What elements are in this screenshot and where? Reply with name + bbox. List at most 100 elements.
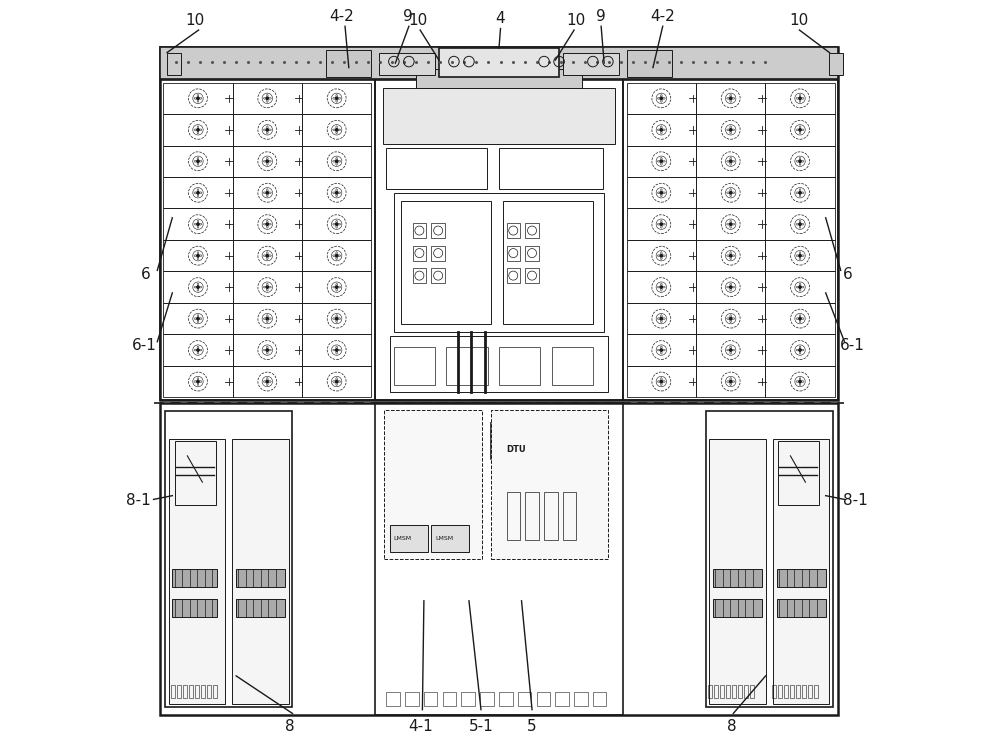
Bar — [164, 271, 233, 303]
Bar — [416, 69, 582, 88]
Ellipse shape — [799, 288, 800, 291]
Circle shape — [661, 381, 663, 383]
Ellipse shape — [799, 220, 800, 223]
Ellipse shape — [337, 161, 340, 162]
Ellipse shape — [727, 129, 730, 131]
Bar — [789, 685, 794, 698]
Ellipse shape — [799, 351, 800, 354]
Ellipse shape — [335, 283, 337, 286]
Ellipse shape — [801, 98, 804, 99]
Bar — [696, 334, 765, 366]
Ellipse shape — [799, 257, 800, 260]
Circle shape — [197, 286, 200, 288]
Circle shape — [798, 255, 801, 257]
Ellipse shape — [332, 98, 335, 99]
Ellipse shape — [335, 288, 337, 291]
Ellipse shape — [335, 383, 337, 385]
Text: 6: 6 — [141, 267, 151, 282]
Ellipse shape — [200, 192, 202, 194]
Bar — [164, 114, 233, 146]
Bar — [431, 223, 445, 238]
Circle shape — [661, 286, 663, 288]
Ellipse shape — [198, 320, 199, 323]
Bar — [765, 114, 834, 146]
Circle shape — [730, 255, 732, 257]
Ellipse shape — [263, 98, 266, 99]
Ellipse shape — [730, 315, 732, 318]
Circle shape — [266, 349, 268, 351]
Bar — [237, 569, 285, 587]
Circle shape — [266, 97, 268, 99]
Ellipse shape — [268, 349, 271, 351]
Ellipse shape — [266, 320, 268, 323]
Bar — [765, 177, 834, 209]
Bar — [525, 491, 539, 541]
Bar — [233, 366, 302, 397]
Bar — [439, 48, 559, 77]
Bar — [738, 685, 743, 698]
Ellipse shape — [799, 225, 800, 228]
Circle shape — [661, 160, 663, 162]
Ellipse shape — [268, 255, 271, 257]
Ellipse shape — [661, 189, 663, 192]
Circle shape — [266, 160, 268, 162]
Ellipse shape — [335, 189, 337, 192]
Ellipse shape — [194, 161, 197, 162]
Circle shape — [266, 286, 268, 288]
Bar — [696, 271, 765, 303]
Bar — [593, 692, 607, 706]
Text: 8-1: 8-1 — [843, 493, 868, 508]
Circle shape — [266, 255, 268, 257]
Bar — [302, 334, 371, 366]
Ellipse shape — [663, 129, 666, 131]
Ellipse shape — [337, 192, 340, 194]
Bar — [233, 439, 288, 704]
Ellipse shape — [332, 286, 335, 288]
Ellipse shape — [194, 286, 197, 288]
Ellipse shape — [799, 99, 800, 102]
Ellipse shape — [337, 381, 340, 382]
Circle shape — [798, 381, 801, 383]
Bar — [720, 685, 725, 698]
Bar — [189, 685, 194, 698]
Circle shape — [661, 192, 663, 194]
Ellipse shape — [799, 126, 800, 128]
Circle shape — [730, 318, 732, 320]
Text: 10: 10 — [408, 13, 427, 28]
Circle shape — [266, 381, 268, 383]
Ellipse shape — [266, 225, 268, 228]
Bar — [173, 569, 218, 587]
Ellipse shape — [661, 351, 663, 354]
Ellipse shape — [796, 129, 798, 131]
Ellipse shape — [266, 99, 268, 102]
Circle shape — [730, 349, 732, 351]
Bar — [160, 47, 838, 79]
Bar — [375, 403, 623, 715]
Ellipse shape — [268, 192, 271, 194]
Bar — [424, 692, 437, 706]
Ellipse shape — [335, 315, 337, 318]
Ellipse shape — [796, 255, 798, 257]
Circle shape — [661, 318, 663, 320]
Bar — [696, 177, 765, 209]
Circle shape — [266, 192, 268, 194]
Bar — [507, 491, 520, 541]
Bar — [795, 685, 800, 698]
Bar — [552, 347, 593, 385]
Ellipse shape — [732, 286, 735, 288]
Ellipse shape — [730, 126, 732, 128]
Ellipse shape — [658, 286, 661, 288]
Ellipse shape — [266, 126, 268, 128]
Bar — [765, 303, 834, 334]
Ellipse shape — [263, 223, 266, 225]
Ellipse shape — [266, 189, 268, 192]
Circle shape — [730, 128, 732, 131]
Ellipse shape — [658, 129, 661, 131]
Ellipse shape — [263, 192, 266, 194]
Circle shape — [335, 160, 337, 162]
Ellipse shape — [799, 95, 800, 97]
Ellipse shape — [335, 162, 337, 165]
Bar — [544, 491, 558, 541]
Ellipse shape — [661, 126, 663, 128]
Bar — [390, 526, 428, 551]
